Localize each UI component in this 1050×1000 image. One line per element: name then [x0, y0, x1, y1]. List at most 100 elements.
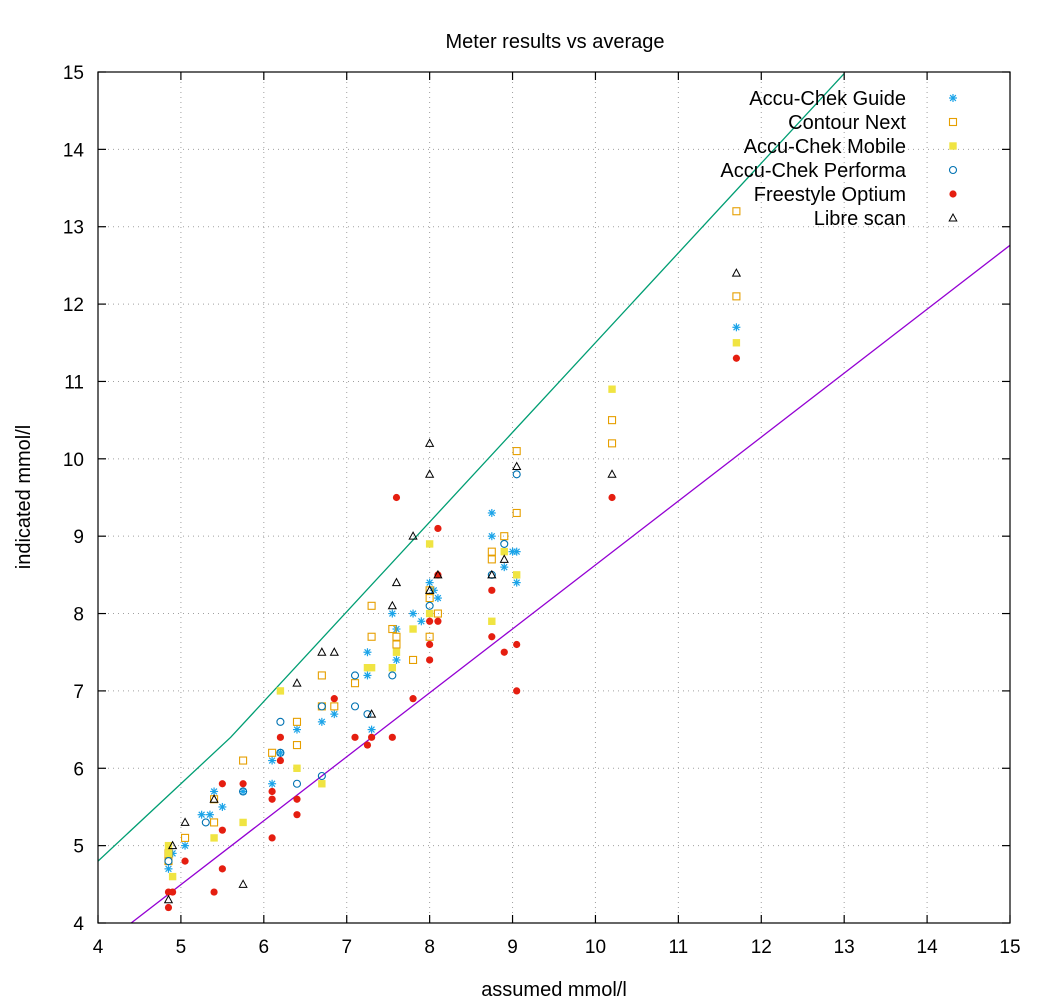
x-tick-label: 6 [259, 937, 270, 958]
data-point [500, 648, 508, 656]
data-point [210, 888, 218, 896]
x-tick-label: 11 [668, 937, 688, 958]
data-point [487, 547, 496, 556]
legend-marker [948, 165, 958, 175]
data-point [608, 385, 616, 393]
data-point [201, 818, 210, 827]
data-point [388, 609, 397, 618]
data-point [318, 780, 326, 788]
data-point [409, 625, 417, 633]
data-point [367, 601, 376, 610]
reference-line-2 [130, 244, 1010, 923]
data-point [351, 733, 359, 741]
data-point [181, 833, 190, 842]
data-point [317, 717, 326, 726]
data-point [425, 632, 434, 641]
data-point [350, 702, 360, 711]
data-point [426, 656, 434, 664]
data-point [239, 787, 248, 796]
series-asterisk [164, 323, 741, 873]
data-point [392, 640, 401, 649]
data-point [732, 354, 741, 362]
data-point [218, 802, 227, 811]
data-point [500, 532, 509, 541]
data-point [181, 841, 190, 850]
y-tick-label: 15 [63, 63, 84, 84]
y-tick-label: 14 [63, 140, 85, 161]
legend-marker [949, 94, 957, 102]
data-point [209, 794, 219, 803]
data-point [392, 493, 401, 502]
data-point [293, 795, 301, 803]
data-point [387, 600, 397, 610]
data-point [197, 810, 206, 819]
data-point [488, 617, 496, 625]
data-point [363, 741, 372, 749]
data-point [408, 531, 418, 540]
data-point [607, 416, 617, 425]
data-point [292, 717, 302, 726]
data-point [276, 733, 284, 741]
y-tick-label: 7 [73, 682, 84, 703]
data-point [317, 771, 326, 781]
data-point [487, 569, 497, 579]
reference-lines [98, 73, 1010, 923]
data-point [433, 609, 442, 618]
data-point [425, 594, 434, 603]
y-tick-label: 10 [63, 450, 84, 471]
data-point [164, 857, 173, 866]
y-axis-label: indicated mmol/l [13, 425, 35, 570]
y-tick-label: 13 [63, 218, 84, 239]
data-point [513, 640, 521, 649]
data-point [607, 469, 617, 478]
data-point [239, 818, 247, 827]
data-point [239, 756, 248, 765]
data-point [330, 710, 339, 719]
data-point [363, 648, 372, 657]
data-point [164, 841, 173, 850]
axis-ticks: 4 5 6 7 8 9 10 11 12 13 14 15 4 5 6 7 8 9 10 11 12 13 14 15 [63, 63, 1021, 958]
x-tick-label: 12 [751, 937, 772, 958]
data-point [732, 292, 741, 301]
y-tick-label: 12 [63, 295, 84, 316]
legend-label: Libre scan [814, 208, 906, 230]
data-point [366, 709, 377, 718]
x-axis-label: assumed mmol/l [481, 979, 627, 1000]
data-point [425, 609, 434, 618]
data-point [433, 594, 442, 603]
data-point [513, 687, 521, 695]
data-point [417, 617, 426, 626]
data-point [293, 811, 301, 819]
data-point [424, 438, 435, 447]
data-point [210, 818, 219, 827]
data-point [512, 447, 521, 456]
data-point [167, 840, 178, 850]
data-point [487, 532, 496, 541]
data-point [292, 725, 301, 734]
data-point [164, 864, 173, 873]
data-point [164, 903, 173, 912]
y-tick-label: 11 [64, 372, 84, 393]
data-point [330, 695, 338, 703]
data-point [210, 834, 218, 842]
legend-label: Accu-Chek Performa [720, 160, 906, 182]
data-point [180, 817, 190, 826]
data-point [425, 601, 434, 610]
data-point [218, 826, 226, 834]
reference-line-1 [98, 73, 845, 862]
data-point [268, 787, 276, 796]
data-point [350, 671, 360, 680]
data-point [210, 787, 219, 796]
x-tick-label: 8 [424, 937, 435, 958]
x-tick-label: 7 [341, 937, 352, 958]
data-point [268, 779, 277, 788]
data-point [367, 664, 376, 672]
data-point [276, 748, 285, 757]
data-point [317, 702, 326, 711]
data-point [388, 733, 396, 741]
data-point [392, 632, 401, 641]
data-point [388, 671, 397, 680]
data-point [163, 894, 174, 904]
data-point [292, 741, 302, 750]
